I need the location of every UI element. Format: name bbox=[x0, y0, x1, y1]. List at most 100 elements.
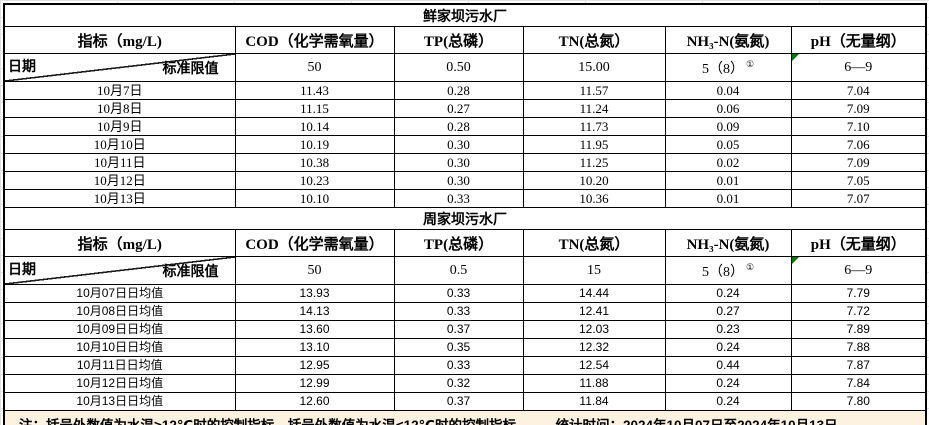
value-cell: 11.15 bbox=[234, 99, 395, 118]
limit-cell-tn: 15 bbox=[522, 256, 666, 285]
water-quality-table: 鲜家坝污水厂 指标（mg/L) COD（化学需氧量） TP(总磷） TN(总氮）… bbox=[3, 3, 928, 425]
value-cell: 0.23 bbox=[664, 320, 792, 339]
value-cell: 11.24 bbox=[522, 99, 666, 118]
value-cell: 13.93 bbox=[234, 284, 395, 303]
plant2-title-row: 周家坝污水厂 bbox=[3, 207, 927, 230]
column-header-tn: TN(总氮） bbox=[522, 26, 666, 54]
table-row: 10月13日日均值 12.60 0.37 11.84 0.24 7.80 bbox=[3, 392, 927, 411]
excel-flag-icon bbox=[792, 54, 799, 61]
limit-value: 6—9 bbox=[844, 59, 873, 75]
table-row: 10月11日 10.38 0.30 11.25 0.02 7.09 bbox=[3, 153, 927, 172]
value-cell: 7.84 bbox=[790, 374, 927, 393]
value-cell: 0.24 bbox=[664, 374, 792, 393]
limit-value: 6—9 bbox=[844, 262, 873, 278]
table-row: 10月09日日均值 13.60 0.37 12.03 0.23 7.89 bbox=[3, 320, 927, 339]
table-row: 10月10日日均值 13.10 0.35 12.32 0.24 7.88 bbox=[3, 338, 927, 357]
plant2-limit-row: 日期 标准限值 50 0.5 15 5（8） ① 6—9 bbox=[3, 256, 927, 285]
date-cell: 10月13日日均值 bbox=[3, 392, 236, 411]
value-cell: 0.30 bbox=[393, 135, 524, 154]
column-header-cod: COD（化学需氧量） bbox=[234, 26, 395, 54]
date-cell: 10月11日日均值 bbox=[3, 356, 236, 375]
corner-cell: 日期 标准限值 bbox=[3, 53, 236, 82]
table-row: 10月11日日均值 12.95 0.33 12.54 0.44 7.87 bbox=[3, 356, 927, 375]
table-row: 10月9日 10.14 0.28 11.73 0.09 7.10 bbox=[3, 117, 927, 136]
value-cell: 0.05 bbox=[664, 135, 792, 154]
value-cell: 0.09 bbox=[664, 117, 792, 136]
date-cell: 10月9日 bbox=[3, 117, 236, 136]
value-cell: 0.33 bbox=[393, 356, 524, 375]
value-cell: 7.89 bbox=[790, 320, 927, 339]
table-row: 10月07日日均值 13.93 0.33 14.44 0.24 7.79 bbox=[3, 284, 927, 303]
value-cell: 10.38 bbox=[234, 153, 395, 172]
value-cell: 7.09 bbox=[790, 153, 927, 172]
excel-flag-icon bbox=[792, 257, 799, 264]
limit-cell-ph: 6—9 bbox=[790, 53, 927, 82]
value-cell: 12.41 bbox=[522, 302, 666, 321]
value-cell: 11.57 bbox=[522, 81, 666, 100]
value-cell: 0.27 bbox=[664, 302, 792, 321]
value-cell: 0.02 bbox=[664, 153, 792, 172]
table-row: 10月12日日均值 12.99 0.32 11.88 0.24 7.84 bbox=[3, 374, 927, 393]
plant-title: 鲜家坝污水厂 bbox=[3, 3, 927, 27]
value-cell: 12.54 bbox=[522, 356, 666, 375]
column-header-nh3n: NH₃-N(氨氮) bbox=[664, 26, 792, 54]
plant-title: 周家坝污水厂 bbox=[3, 207, 927, 230]
value-cell: 0.37 bbox=[393, 320, 524, 339]
value-cell: 0.28 bbox=[393, 117, 524, 136]
value-cell: 0.33 bbox=[393, 189, 524, 208]
value-cell: 11.73 bbox=[522, 117, 666, 136]
value-cell: 0.32 bbox=[393, 374, 524, 393]
value-cell: 10.20 bbox=[522, 171, 666, 190]
table-row: 10月10日 10.19 0.30 11.95 0.05 7.06 bbox=[3, 135, 927, 154]
value-cell: 7.05 bbox=[790, 171, 927, 190]
date-label: 日期 bbox=[8, 261, 36, 277]
value-cell: 14.13 bbox=[234, 302, 395, 321]
value-cell: 0.24 bbox=[664, 338, 792, 357]
value-cell: 0.24 bbox=[664, 392, 792, 411]
date-cell: 10月09日日均值 bbox=[3, 320, 236, 339]
limit-cell-tp: 0.50 bbox=[393, 53, 524, 82]
date-cell: 10月11日 bbox=[3, 153, 236, 172]
value-cell: 0.33 bbox=[393, 284, 524, 303]
footnote: 注：括号外数值为水温>12℃时的控制指标，括号外数值为水温<12℃时的控制指标。… bbox=[3, 410, 927, 425]
value-cell: 12.99 bbox=[234, 374, 395, 393]
value-cell: 0.30 bbox=[393, 153, 524, 172]
footnote-mark: ① bbox=[745, 58, 755, 69]
limit-cell-tn: 15.00 bbox=[522, 53, 666, 82]
column-header-ph: pH（无量纲） bbox=[790, 26, 927, 54]
footnote-text: 注：括号外数值为水温>12℃时的控制指标，括号外数值为水温<12℃时的控制指标。 bbox=[19, 417, 530, 425]
date-label: 日期 bbox=[8, 58, 36, 74]
value-cell: 11.88 bbox=[522, 374, 666, 393]
value-cell: 7.10 bbox=[790, 117, 927, 136]
value-cell: 0.30 bbox=[393, 171, 524, 190]
value-cell: 10.14 bbox=[234, 117, 395, 136]
value-cell: 11.84 bbox=[522, 392, 666, 411]
value-cell: 12.95 bbox=[234, 356, 395, 375]
date-cell: 10月07日日均值 bbox=[3, 284, 236, 303]
footnote-mark: ① bbox=[745, 261, 755, 272]
value-cell: 7.87 bbox=[790, 356, 927, 375]
table-row: 10月7日 11.43 0.28 11.57 0.04 7.04 bbox=[3, 81, 927, 100]
value-cell: 12.60 bbox=[234, 392, 395, 411]
value-cell: 14.44 bbox=[522, 284, 666, 303]
value-cell: 0.37 bbox=[393, 392, 524, 411]
value-cell: 0.27 bbox=[393, 99, 524, 118]
limit-cell-ph: 6—9 bbox=[790, 256, 927, 285]
corner-cell: 日期 标准限值 bbox=[3, 256, 236, 285]
column-header-cod: COD（化学需氧量） bbox=[234, 229, 395, 257]
value-cell: 7.88 bbox=[790, 338, 927, 357]
limit-cell-cod: 50 bbox=[234, 53, 395, 82]
column-header-tn: TN(总氮） bbox=[522, 229, 666, 257]
value-cell: 10.36 bbox=[522, 189, 666, 208]
value-cell: 0.01 bbox=[664, 171, 792, 190]
value-cell: 7.79 bbox=[790, 284, 927, 303]
table-row: 10月12日 10.23 0.30 10.20 0.01 7.05 bbox=[3, 171, 927, 190]
plant1-limit-row: 日期 标准限值 50 0.50 15.00 5（8） ① 6—9 bbox=[3, 53, 927, 82]
value-cell: 7.07 bbox=[790, 189, 927, 208]
value-cell: 0.28 bbox=[393, 81, 524, 100]
column-header-nh3n: NH₃-N(氨氮) bbox=[664, 229, 792, 257]
limit-value: 5（8） bbox=[701, 61, 744, 77]
value-cell: 0.04 bbox=[664, 81, 792, 100]
limit-cell-nh3n: 5（8） ① bbox=[664, 53, 792, 82]
